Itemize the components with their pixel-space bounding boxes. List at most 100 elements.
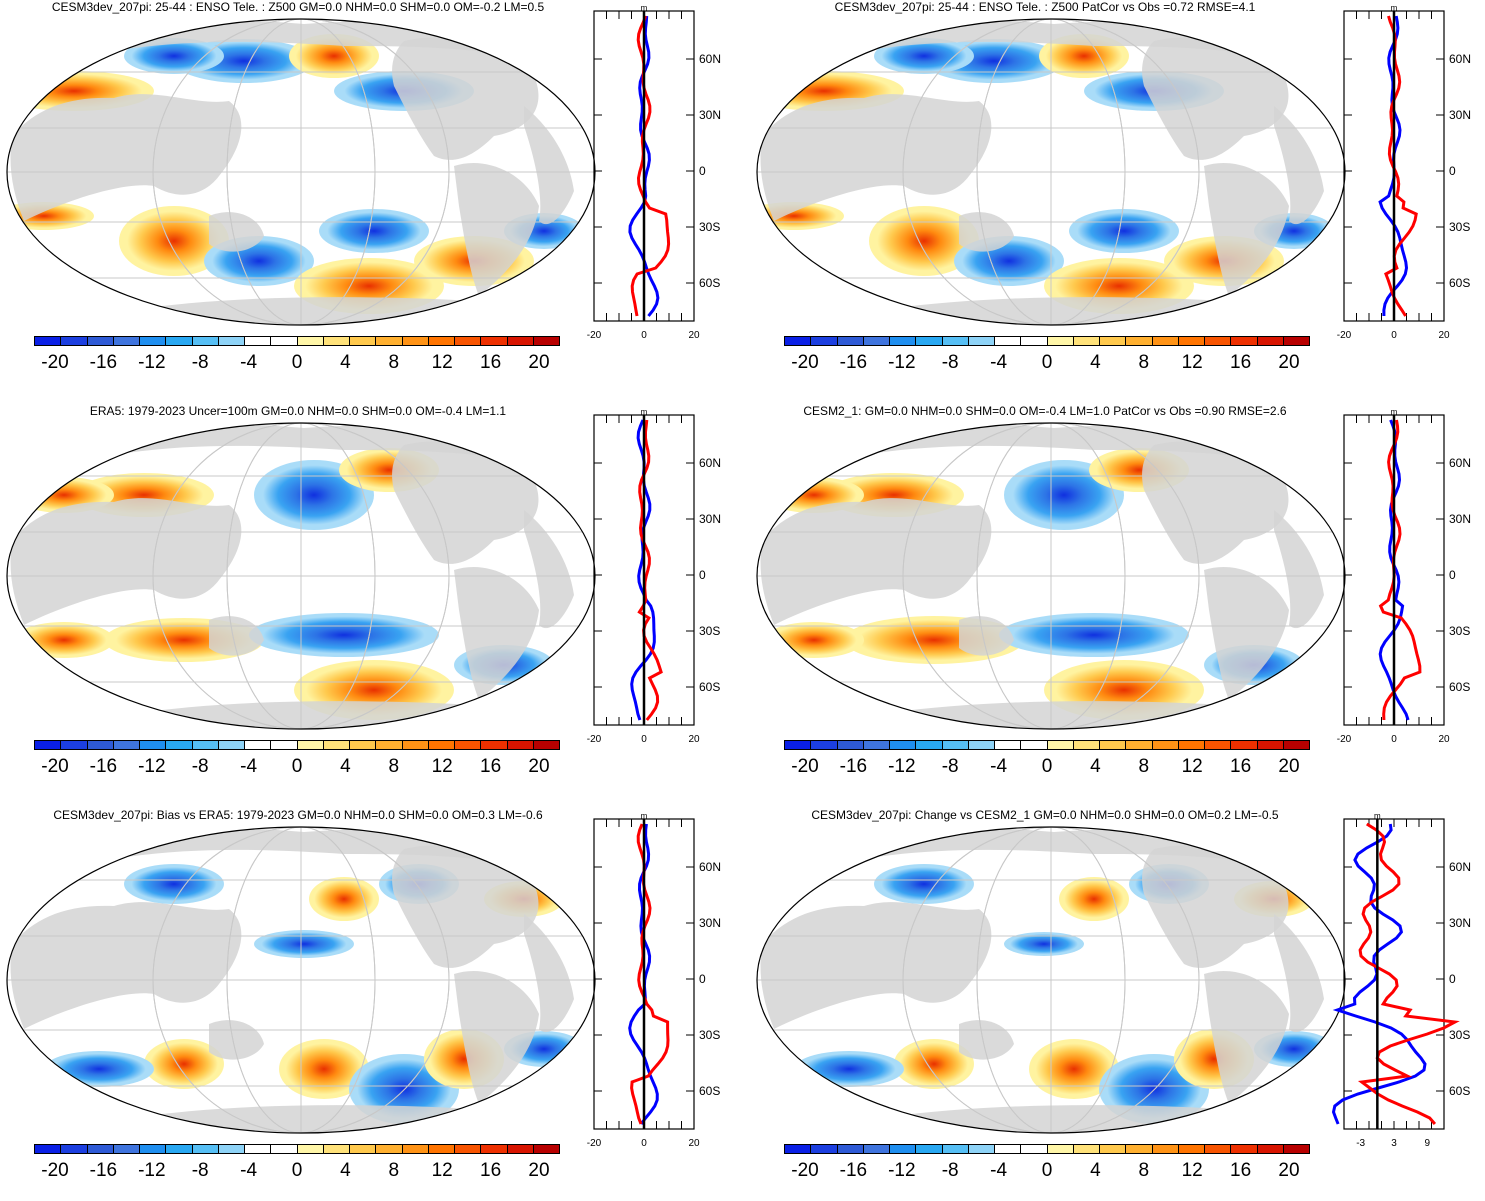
positive-anomaly (119, 206, 229, 276)
colorbar-label: -8 (941, 1160, 959, 1181)
profile-lat-label: 0 (699, 164, 706, 178)
land-mass (814, 1105, 1294, 1133)
zonal-profile-chart: m -20 0 20 60N 30N 0 30S 60S (587, 408, 721, 746)
colorbar: -20 -16 -12 -8 -4 0 4 8 12 16 20 (784, 1144, 1310, 1188)
profile-curve-blue (1378, 419, 1410, 721)
land-mass (524, 510, 574, 629)
colorbar-label: -8 (191, 756, 209, 777)
colorbar-swatch (968, 741, 995, 749)
colorbar-swatch (1021, 741, 1048, 749)
profile-x-tick-label: -20 (587, 1138, 602, 1149)
negative-anomaly (1069, 209, 1179, 253)
colorbar-label: 4 (1090, 1160, 1101, 1181)
colorbar-label: 0 (1041, 1160, 1053, 1181)
colorbar-swatch (245, 1145, 272, 1153)
map-canvas (6, 422, 596, 730)
profile-lat-label: 30S (699, 1028, 720, 1042)
map-border (6, 18, 596, 326)
land-mass (454, 970, 539, 1104)
colorbar-label: 12 (431, 352, 453, 373)
colorbar-swatch (1178, 337, 1205, 345)
panel-title: CESM3dev_207pi: Bias vs ERA5: 1979-2023 … (53, 808, 543, 822)
profile-lat-label: 60S (1449, 276, 1470, 290)
profile-x-tick-label: 20 (688, 1138, 700, 1149)
profile-x-tick-label: 20 (688, 330, 700, 341)
negative-anomaly (1004, 932, 1084, 956)
negative-anomaly (249, 613, 439, 657)
colorbar-swatch (1257, 337, 1284, 345)
colorbar-swatch (245, 337, 272, 345)
colorbar-swatches (34, 1144, 560, 1154)
colorbar-swatch (785, 741, 812, 749)
profile-x-tick-label: -20 (1337, 734, 1352, 745)
profile-lat-label: 30S (699, 624, 720, 638)
land-mass (1142, 37, 1289, 160)
colorbar-swatch (87, 1145, 114, 1153)
colorbar-swatch (113, 741, 140, 749)
colorbar-swatch (35, 337, 62, 345)
profile-lat-label: 0 (699, 972, 706, 986)
colorbar-label: -12 (138, 1160, 166, 1181)
colorbar-swatch (1257, 741, 1284, 749)
colorbar-label: 0 (291, 352, 303, 373)
map-border (6, 422, 596, 730)
colorbar-label: -20 (41, 1160, 69, 1181)
profile-lat-label: 60N (1449, 456, 1471, 470)
colorbar-swatch (968, 1145, 995, 1153)
colorbar-swatch (863, 741, 890, 749)
robinson-map (754, 420, 1348, 732)
profile-curve-blue (628, 15, 660, 317)
profile-lat-label: 60S (699, 680, 720, 694)
land-mass (524, 106, 574, 225)
panel-title: CESM3dev_207pi: 25-44 : ENSO Tele. : Z50… (51, 0, 545, 14)
colorbar-label: 12 (1181, 1160, 1203, 1181)
colorbar-swatch (1126, 741, 1153, 749)
colorbar-swatches (784, 740, 1310, 750)
colorbar-swatch (785, 1145, 812, 1153)
colorbar-swatch (245, 741, 272, 749)
colorbar-swatch (166, 337, 193, 345)
colorbar-label: -12 (138, 756, 166, 777)
profile-lat-label: 60N (1449, 860, 1471, 874)
positive-anomaly (1059, 877, 1129, 921)
land-mass (64, 701, 544, 729)
colorbar-label: 4 (340, 756, 351, 777)
colorbar-label: 4 (340, 1160, 351, 1181)
colorbar-label: 16 (1230, 352, 1252, 373)
colorbar-swatch (863, 337, 890, 345)
colorbar-swatch (863, 1145, 890, 1153)
profile-x-tick-label: 0 (641, 734, 647, 745)
colorbar-swatch (166, 741, 193, 749)
colorbar-swatch (140, 337, 167, 345)
map-canvas (6, 18, 596, 326)
colorbar-swatch (323, 741, 350, 749)
map-panel: CESM3dev_207pi: Bias vs ERA5: 1979-2023 … (0, 808, 742, 1201)
colorbar-swatch (1231, 337, 1258, 345)
colorbar-swatch (1073, 1145, 1100, 1153)
colorbar-swatch (1100, 337, 1127, 345)
colorbar-label: 20 (1278, 756, 1300, 777)
colorbar-label: 0 (1041, 756, 1053, 777)
colorbar-swatch (218, 1145, 245, 1153)
colorbar-swatch (192, 1145, 219, 1153)
colorbar-swatch (297, 337, 324, 345)
colorbar-label: 8 (388, 1160, 400, 1181)
land-mass (1204, 970, 1289, 1104)
colorbar: -20 -16 -12 -8 -4 0 4 8 12 16 20 (34, 336, 560, 380)
colorbar-swatch (297, 741, 324, 749)
colorbar-label: 4 (340, 352, 351, 373)
profile-x-tick-label: -20 (1337, 330, 1352, 341)
colorbar-swatch (1126, 337, 1153, 345)
colorbar-swatch (1178, 741, 1205, 749)
colorbar-swatch (218, 741, 245, 749)
profile-x-tick-label: 0 (1391, 330, 1397, 341)
profile-x-tick-label: -20 (587, 330, 602, 341)
profile-curve-red (630, 15, 671, 317)
colorbar-label: 8 (388, 352, 400, 373)
colorbar-swatch (916, 741, 943, 749)
colorbar-label: -12 (888, 1160, 916, 1181)
panel-title: CESM3dev_207pi: Change vs CESM2_1 GM=0.0… (811, 808, 1279, 822)
colorbar-swatches (784, 336, 1310, 346)
colorbar-swatch (113, 337, 140, 345)
colorbar-swatch (837, 337, 864, 345)
